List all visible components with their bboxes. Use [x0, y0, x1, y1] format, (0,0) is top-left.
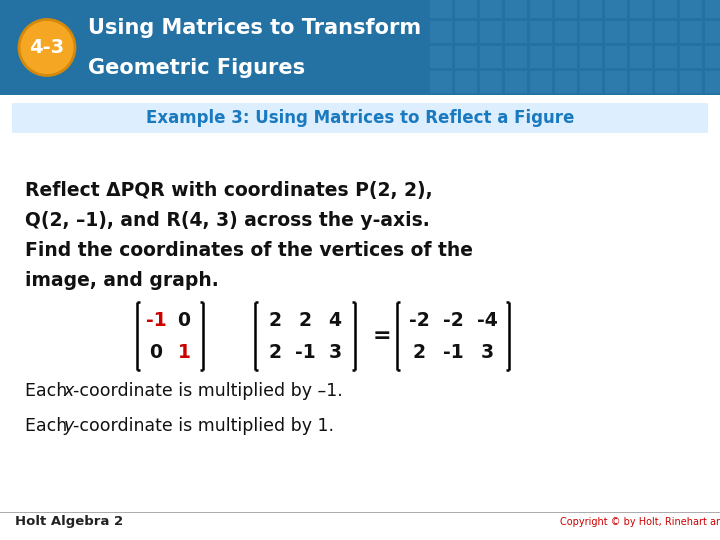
Bar — [505, 71, 527, 93]
Text: 0: 0 — [150, 342, 163, 361]
Text: -1: -1 — [294, 342, 315, 361]
Bar — [12, 103, 708, 133]
Bar — [480, 71, 502, 93]
Text: x: x — [63, 382, 73, 400]
Bar — [530, 0, 552, 18]
Text: Each: Each — [25, 417, 73, 435]
Bar — [480, 21, 502, 43]
Text: y: y — [63, 417, 73, 435]
Bar — [530, 46, 552, 68]
Bar — [455, 0, 477, 18]
Bar — [605, 71, 627, 93]
Text: -coordinate is multiplied by 1.: -coordinate is multiplied by 1. — [73, 417, 334, 435]
Bar — [605, 46, 627, 68]
Text: 4: 4 — [328, 310, 341, 329]
Bar — [630, 0, 652, 18]
Bar — [480, 0, 502, 18]
Bar — [480, 46, 502, 68]
Text: 3: 3 — [328, 342, 341, 361]
Text: Holt Algebra 2: Holt Algebra 2 — [15, 516, 123, 529]
Bar — [430, 21, 452, 43]
Bar — [555, 46, 577, 68]
Text: 1: 1 — [178, 342, 190, 361]
Bar — [430, 0, 452, 18]
Text: 2: 2 — [299, 310, 312, 329]
Text: 2: 2 — [269, 310, 282, 329]
Bar — [680, 71, 702, 93]
Bar — [505, 21, 527, 43]
Bar — [705, 71, 720, 93]
Bar — [680, 21, 702, 43]
Bar — [680, 46, 702, 68]
Bar — [555, 71, 577, 93]
Bar — [580, 71, 602, 93]
Text: Reflect ΔPQR with coordinates P(2, 2),: Reflect ΔPQR with coordinates P(2, 2), — [25, 181, 433, 200]
Bar — [655, 71, 677, 93]
Bar — [430, 71, 452, 93]
Bar — [505, 0, 527, 18]
Text: -2: -2 — [409, 310, 429, 329]
Text: Using Matrices to Transform: Using Matrices to Transform — [88, 18, 421, 38]
Bar — [655, 0, 677, 18]
Bar — [580, 21, 602, 43]
Bar — [530, 71, 552, 93]
Text: -4: -4 — [477, 310, 498, 329]
Bar — [455, 71, 477, 93]
Bar — [655, 21, 677, 43]
Bar — [555, 21, 577, 43]
Text: Copyright © by Holt, Rinehart and Winston. All Rights Reserved.: Copyright © by Holt, Rinehart and Winsto… — [560, 517, 720, 527]
Circle shape — [19, 19, 75, 76]
Text: =: = — [373, 326, 392, 346]
Bar — [630, 71, 652, 93]
Bar — [630, 21, 652, 43]
Bar — [605, 0, 627, 18]
Text: -2: -2 — [443, 310, 464, 329]
Bar — [705, 0, 720, 18]
Bar — [0, 0, 720, 95]
Text: -1: -1 — [443, 342, 463, 361]
Bar — [680, 0, 702, 18]
Text: -coordinate is multiplied by –1.: -coordinate is multiplied by –1. — [73, 382, 343, 400]
Bar — [455, 46, 477, 68]
Bar — [630, 46, 652, 68]
Text: Find the coordinates of the vertices of the: Find the coordinates of the vertices of … — [25, 241, 473, 260]
Text: Each: Each — [25, 382, 73, 400]
Bar — [580, 0, 602, 18]
Text: 4-3: 4-3 — [30, 38, 65, 57]
Text: 0: 0 — [178, 310, 191, 329]
Text: 3: 3 — [480, 342, 494, 361]
Bar — [605, 21, 627, 43]
Text: image, and graph.: image, and graph. — [25, 271, 219, 290]
Bar — [505, 46, 527, 68]
Text: Geometric Figures: Geometric Figures — [88, 58, 305, 78]
Bar — [455, 21, 477, 43]
Bar — [580, 46, 602, 68]
Text: Q(2, –1), and R(4, 3) across the y-axis.: Q(2, –1), and R(4, 3) across the y-axis. — [25, 211, 430, 230]
Bar — [430, 46, 452, 68]
Bar — [705, 21, 720, 43]
Text: 2: 2 — [269, 342, 282, 361]
Text: 2: 2 — [413, 342, 426, 361]
Bar — [555, 0, 577, 18]
Text: -1: -1 — [145, 310, 166, 329]
Bar — [530, 21, 552, 43]
Bar — [705, 46, 720, 68]
Text: Example 3: Using Matrices to Reflect a Figure: Example 3: Using Matrices to Reflect a F… — [146, 109, 574, 127]
Bar — [655, 46, 677, 68]
